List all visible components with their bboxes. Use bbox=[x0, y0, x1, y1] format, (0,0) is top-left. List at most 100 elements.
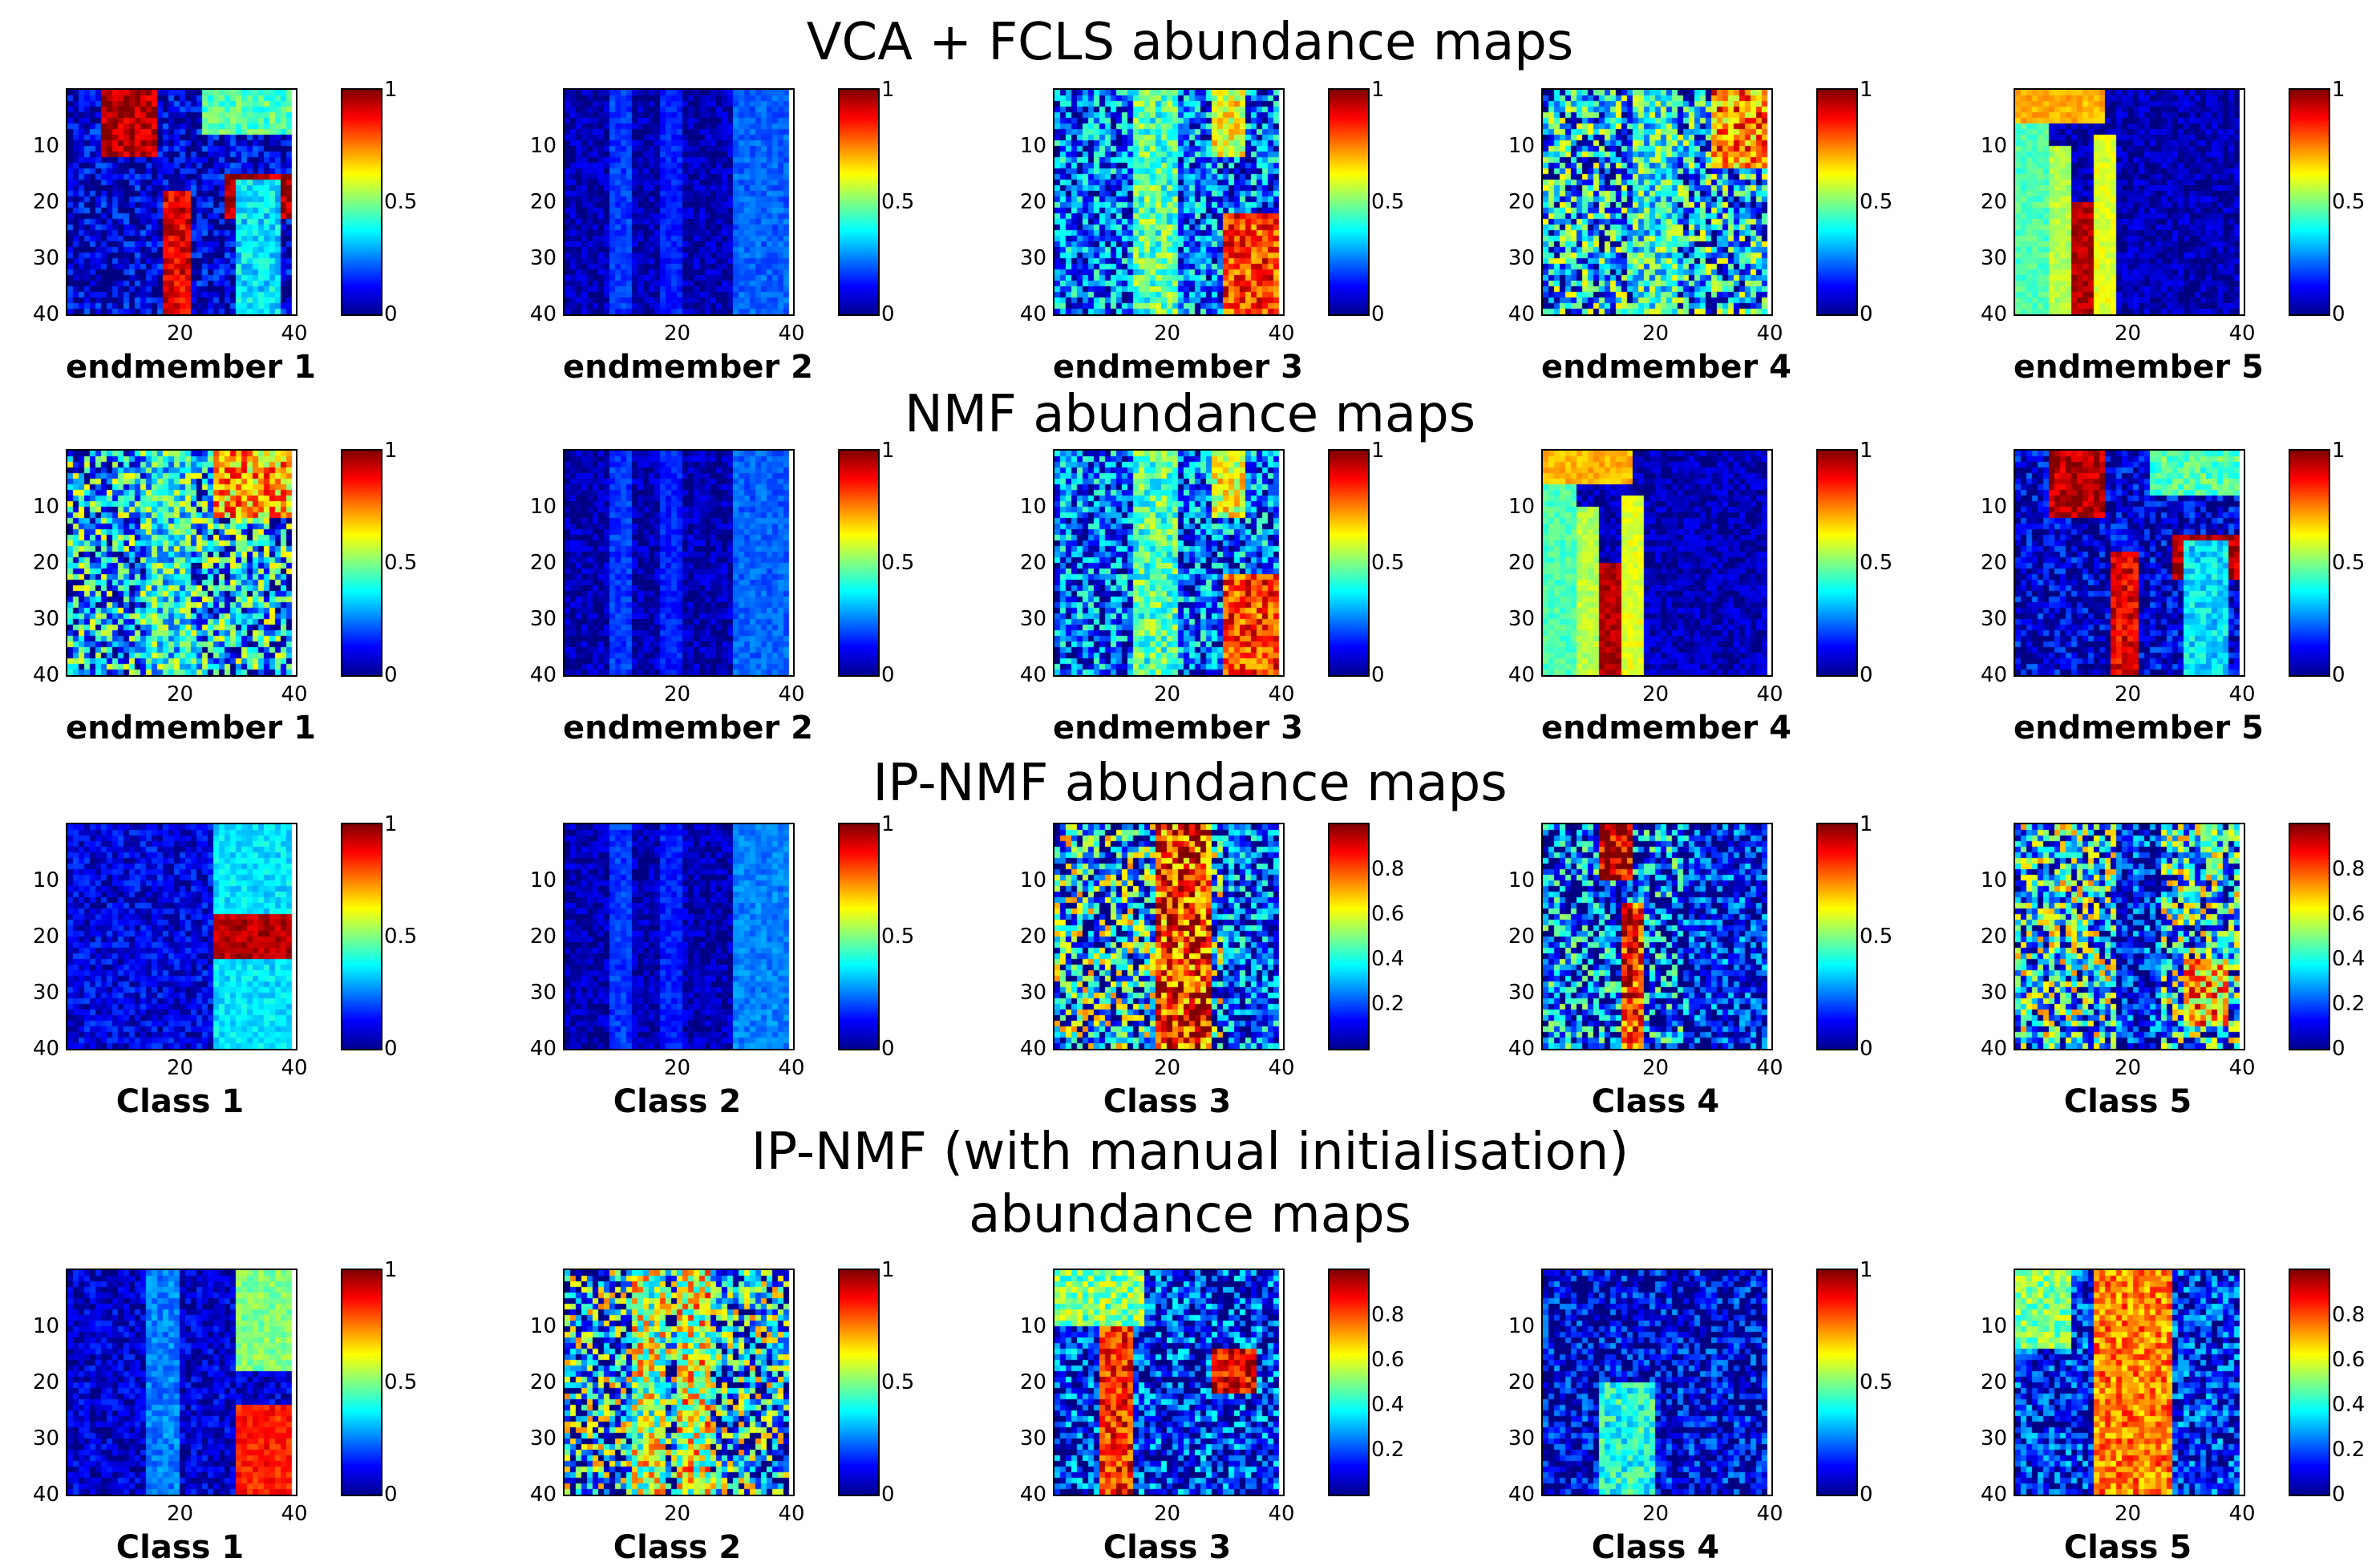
colorbar-tick-label: 0 bbox=[2332, 1037, 2346, 1061]
abundance-heatmap bbox=[2014, 449, 2245, 677]
y-tick-label: 20 bbox=[32, 1370, 59, 1394]
y-tick-label: 20 bbox=[1980, 190, 2007, 214]
colorbar-tick-label: 0.2 bbox=[1371, 1438, 1405, 1462]
row-title: NMF abundance maps bbox=[904, 385, 1476, 444]
y-tick-label: 10 bbox=[529, 134, 557, 158]
y-tick-label: 20 bbox=[1980, 1370, 2007, 1394]
abundance-panel: 10 20 30 40 20 40 0 0.5 1 endmember 4 bbox=[1508, 79, 2014, 385]
y-tick-label: 20 bbox=[1508, 925, 1535, 949]
colorbar bbox=[1816, 823, 1858, 1050]
colorbar bbox=[838, 823, 880, 1050]
y-tick-label: 10 bbox=[529, 1314, 557, 1338]
y-tick-label: 30 bbox=[1508, 607, 1535, 631]
abundance-heatmap bbox=[563, 88, 795, 316]
abundance-panel: 10 20 30 40 20 40 0 0.5 1 Class 1 bbox=[33, 1259, 539, 1565]
colorbar-tick-label: 0 bbox=[1860, 1037, 1873, 1061]
x-tick-label: 20 bbox=[663, 682, 691, 706]
row-title: VCA + FCLS abundance maps bbox=[806, 13, 1574, 72]
y-tick-label: 40 bbox=[1508, 302, 1535, 326]
y-tick-label: 40 bbox=[32, 1483, 59, 1507]
colorbar bbox=[1816, 88, 1858, 316]
colorbar-tick-label: 1 bbox=[1860, 812, 1873, 836]
abundance-panel: 10 20 30 40 20 40 0 0.5 1 Class 4 bbox=[1508, 813, 2014, 1119]
colorbar-tick-label: 1 bbox=[881, 1258, 895, 1282]
abundance-panel: 10 20 30 40 20 40 0 0.5 1 endmember 1 bbox=[33, 79, 539, 386]
abundance-heatmap bbox=[563, 449, 795, 677]
panel-label: endmember 5 bbox=[2014, 349, 2264, 386]
x-tick-label: 40 bbox=[281, 1502, 308, 1526]
x-tick-label: 40 bbox=[2228, 682, 2256, 706]
abundance-heatmap bbox=[1541, 88, 1773, 316]
abundance-heatmap bbox=[66, 449, 298, 677]
colorbar-tick-label: 0.5 bbox=[2332, 551, 2366, 575]
abundance-heatmap bbox=[66, 88, 298, 316]
y-tick-label: 30 bbox=[1980, 607, 2007, 631]
y-tick-label: 40 bbox=[1508, 1037, 1535, 1061]
colorbar bbox=[1328, 88, 1370, 316]
y-tick-label: 10 bbox=[1508, 1314, 1535, 1338]
abundance-panel: 10 20 30 40 20 40 0 0.5 1 endmember 4 bbox=[1508, 439, 2014, 746]
x-tick-label: 20 bbox=[1641, 682, 1670, 706]
x-tick-label: 20 bbox=[166, 322, 194, 346]
y-tick-label: 20 bbox=[1508, 1370, 1535, 1394]
panel-label: Class 2 bbox=[613, 1083, 742, 1120]
y-tick-label: 30 bbox=[32, 981, 59, 1005]
colorbar-tick-label: 0.4 bbox=[1371, 1393, 1405, 1417]
x-tick-label: 20 bbox=[166, 1502, 194, 1526]
panel-label: Class 2 bbox=[613, 1529, 742, 1566]
colorbar-tick-label: 0.4 bbox=[1371, 947, 1405, 971]
colorbar-tick-label: 1 bbox=[1860, 439, 1873, 463]
abundance-panel: 10 20 30 40 20 40 0 0.5 1 endmember 3 bbox=[1020, 439, 1526, 746]
y-tick-label: 20 bbox=[1019, 190, 1046, 214]
abundance-panel: 10 20 30 40 20 40 0 0.5 1 Class 2 bbox=[530, 1259, 1036, 1566]
colorbar-tick-label: 0 bbox=[2332, 302, 2346, 326]
x-tick-label: 20 bbox=[2114, 1502, 2142, 1526]
colorbar-tick-label: 0.2 bbox=[2332, 1438, 2366, 1462]
y-tick-label: 40 bbox=[32, 302, 59, 326]
colorbar-tick-label: 0.2 bbox=[2332, 992, 2366, 1016]
y-tick-label: 20 bbox=[1508, 551, 1535, 575]
x-tick-label: 20 bbox=[2114, 322, 2142, 346]
panel-label: Class 5 bbox=[2063, 1083, 2192, 1120]
y-tick-label: 20 bbox=[529, 925, 557, 949]
colorbar-tick-label: 0 bbox=[881, 663, 895, 687]
y-tick-label: 30 bbox=[32, 607, 59, 631]
colorbar-tick-label: 1 bbox=[881, 812, 895, 836]
colorbar-tick-label: 0.8 bbox=[1371, 857, 1405, 881]
y-tick-label: 40 bbox=[529, 1483, 557, 1507]
y-tick-label: 10 bbox=[32, 495, 59, 519]
abundance-heatmap bbox=[2014, 1269, 2245, 1496]
y-tick-label: 10 bbox=[1980, 1314, 2007, 1338]
colorbar bbox=[1328, 1269, 1370, 1496]
colorbar-tick-label: 0 bbox=[1860, 663, 1873, 687]
y-tick-label: 40 bbox=[529, 663, 557, 687]
colorbar-tick-label: 0 bbox=[881, 302, 895, 326]
colorbar-tick-label: 0.5 bbox=[1860, 1370, 1893, 1394]
y-tick-label: 20 bbox=[32, 551, 59, 575]
y-tick-label: 20 bbox=[1019, 551, 1046, 575]
colorbar-tick-label: 0 bbox=[881, 1483, 895, 1507]
abundance-heatmap bbox=[1053, 823, 1285, 1050]
x-tick-label: 20 bbox=[663, 322, 691, 346]
colorbar-tick-label: 1 bbox=[1860, 78, 1873, 102]
colorbar-tick-label: 0.5 bbox=[1371, 190, 1405, 214]
colorbar bbox=[1816, 449, 1858, 677]
y-tick-label: 30 bbox=[1019, 1426, 1046, 1451]
y-tick-label: 30 bbox=[1980, 981, 2007, 1005]
y-tick-label: 40 bbox=[1980, 663, 2007, 687]
panel-label: endmember 1 bbox=[66, 349, 316, 386]
panel-label: Class 3 bbox=[1103, 1529, 1232, 1566]
x-tick-label: 40 bbox=[778, 1056, 805, 1080]
colorbar-tick-label: 0.6 bbox=[1371, 902, 1405, 926]
y-tick-label: 10 bbox=[32, 134, 59, 158]
colorbar-tick-label: 0 bbox=[384, 663, 398, 687]
colorbar-tick-label: 0 bbox=[2332, 663, 2346, 687]
abundance-panel: 10 20 30 40 20 40 0 0.5 1 endmember 2 bbox=[530, 439, 1036, 746]
x-tick-label: 40 bbox=[778, 322, 805, 346]
y-tick-label: 10 bbox=[1508, 868, 1535, 892]
abundance-heatmap bbox=[1053, 88, 1285, 316]
panel-label: Class 1 bbox=[115, 1083, 245, 1120]
colorbar bbox=[1328, 823, 1370, 1050]
colorbar bbox=[2289, 88, 2330, 316]
colorbar bbox=[2289, 449, 2330, 677]
